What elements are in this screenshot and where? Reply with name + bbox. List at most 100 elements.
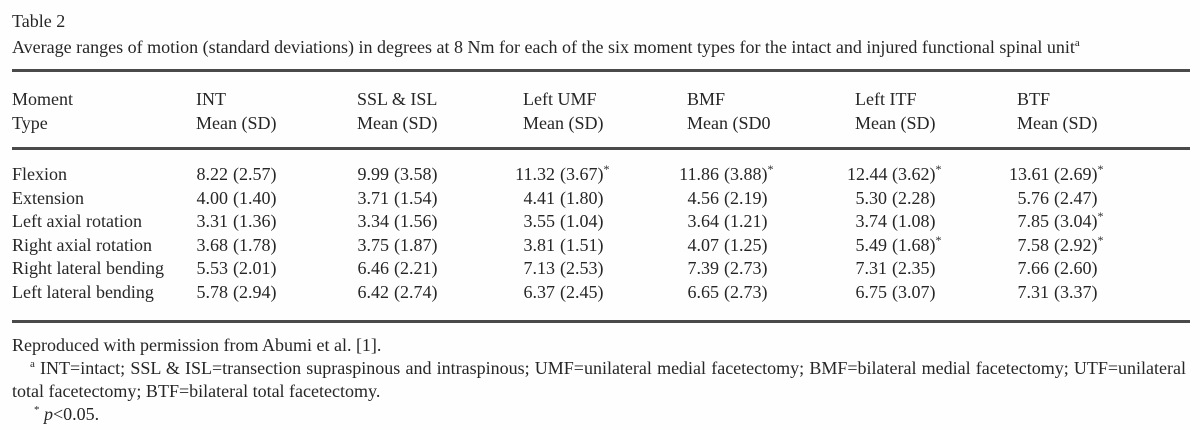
mean-value: 3.31: [196, 211, 229, 231]
sd-value: (2.21): [394, 258, 438, 278]
mean-value: 8.22: [196, 164, 229, 184]
sd-value: (3.67): [560, 164, 604, 184]
value-cell: 4.56 (2.19): [687, 187, 855, 211]
sd-value: (1.78): [233, 234, 277, 255]
mean-value: 7.31: [1017, 281, 1050, 302]
mean-value: 6.37: [523, 281, 556, 302]
sd-value: (3.58): [394, 164, 438, 184]
sd-value: (2.60): [1054, 258, 1098, 278]
sd-value: (1.56): [394, 211, 438, 231]
value-cell: 6.65 (2.73): [687, 281, 855, 305]
value-cell: 6.37 (2.45): [523, 281, 687, 305]
table-label: Table 2: [12, 11, 66, 31]
mean-value: 6.46: [357, 258, 390, 278]
value-cell: 6.46 (2.21): [357, 257, 523, 281]
sd-value: (2.74): [394, 281, 438, 302]
mean-value: 11.86: [679, 164, 719, 184]
mean-value: 6.75: [855, 281, 888, 302]
sd-value: (1.80): [560, 187, 604, 208]
sd-value: (2.57): [233, 164, 277, 184]
table-row: Left axial rotation 3.31 (1.36) 3.34 (1.56) 3…: [12, 210, 1190, 234]
significance-star: *: [767, 162, 774, 176]
row-label: Right lateral bending: [12, 258, 164, 278]
value-cell: 3.74 (1.08): [855, 210, 1017, 234]
mean-value: 5.49: [855, 234, 888, 255]
table-caption: Average ranges of motion (standard devia…: [12, 34, 1190, 60]
value-cell: 7.31 (3.37): [1017, 281, 1190, 305]
row-label: Extension: [12, 187, 84, 208]
value-cell: 3.71 (1.54): [357, 187, 523, 211]
value-cell: 7.13 (2.53): [523, 257, 687, 281]
mean-value: 7.85: [1017, 211, 1050, 231]
value-cell: 3.68 (1.78): [196, 234, 357, 258]
value-cell: 7.39 (2.73): [687, 257, 855, 281]
value-cell: 5.49 (1.68)*: [855, 234, 1017, 258]
mean-value: 3.75: [357, 234, 390, 255]
mean-value: 7.58: [1017, 234, 1050, 255]
footnote-abbreviations: a INT=intact; SSL & ISL=transection supr…: [12, 357, 1190, 403]
sd-value: (1.40): [233, 187, 277, 208]
table-row: Right axial rotation 3.68 (1.78) 3.75 (1.87)…: [12, 234, 1190, 258]
sd-value: (3.88): [724, 164, 768, 184]
sd-value: (1.51): [560, 234, 604, 255]
value-cell: 3.34 (1.56): [357, 210, 523, 234]
caption-footnote-marker: a: [1074, 37, 1080, 49]
row-label: Flexion: [12, 164, 68, 184]
value-cell: 7.58 (2.92)*: [1017, 234, 1190, 258]
footnote-block: Reproduced with permission from Abumi et…: [12, 323, 1190, 426]
sd-value: (2.01): [233, 258, 277, 278]
col-header-left-itf: Left ITF Mean (SD): [855, 89, 936, 133]
sd-value: (1.87): [394, 234, 438, 255]
significance-star: *: [935, 162, 942, 176]
sd-value: (2.47): [1054, 187, 1098, 208]
mean-value: 3.64: [687, 211, 720, 231]
significance-marker: *: [34, 404, 40, 416]
mean-value: 5.78: [196, 281, 229, 302]
sd-value: (2.45): [560, 281, 604, 302]
sd-value: (2.28): [892, 187, 936, 208]
value-cell: 12.44 (3.62)*: [847, 162, 1017, 187]
footnote-a-text: INT=intact; SSL & ISL=transection supras…: [12, 358, 1186, 401]
col-header-moment-type: Moment Type: [12, 89, 73, 133]
value-cell: 7.85 (3.04)*: [1017, 210, 1190, 234]
row-label: Left axial rotation: [12, 211, 142, 231]
sd-value: (1.08): [892, 211, 936, 231]
mean-value: 4.41: [523, 187, 556, 208]
mean-value: 5.30: [855, 187, 888, 208]
sd-value: (2.19): [724, 187, 768, 208]
sd-value: (1.21): [724, 211, 768, 231]
col-header-left-umf: Left UMF Mean (SD): [523, 89, 604, 133]
sd-value: (2.53): [560, 258, 604, 278]
value-cell: 5.53 (2.01): [196, 257, 357, 281]
sd-value: (1.68): [892, 234, 936, 255]
sd-value: (2.73): [724, 281, 768, 302]
mean-value: 12.44: [847, 164, 888, 184]
value-cell: 5.30 (2.28): [855, 187, 1017, 211]
sd-value: (1.04): [560, 211, 604, 231]
value-cell: 7.66 (2.60): [1017, 257, 1190, 281]
col-header-ssl-isl: SSL & ISL Mean (SD): [357, 89, 438, 133]
value-cell: 4.00 (1.40): [196, 187, 357, 211]
col-header-bmf: BMF Mean (SD0: [687, 89, 771, 133]
footnote-a-marker: a: [30, 358, 35, 370]
mean-value: 7.13: [523, 258, 556, 278]
sd-value: (2.94): [233, 281, 277, 302]
significance-star: *: [603, 162, 610, 176]
table-caption-text: Average ranges of motion (standard devia…: [12, 37, 1075, 57]
value-cell: 6.75 (3.07): [855, 281, 1017, 305]
mean-value: 3.74: [855, 211, 888, 231]
mean-value: 5.76: [1017, 187, 1050, 208]
mean-value: 6.42: [357, 281, 390, 302]
sd-value: (2.73): [724, 258, 768, 278]
table-row: Right lateral bending 5.53 (2.01) 6.46 (2.21…: [12, 257, 1190, 281]
significance-star: *: [1097, 162, 1104, 176]
value-cell: 13.61 (2.69)*: [1009, 162, 1190, 187]
sd-value: (1.25): [724, 234, 768, 255]
value-cell: 7.31 (2.35): [855, 257, 1017, 281]
value-cell: 11.86 (3.88)*: [679, 162, 855, 187]
row-label: Right axial rotation: [12, 234, 152, 255]
value-cell: 9.99 (3.58): [357, 163, 523, 187]
rule-body-bottom: [12, 320, 1190, 323]
sd-value: (2.69): [1054, 164, 1098, 184]
